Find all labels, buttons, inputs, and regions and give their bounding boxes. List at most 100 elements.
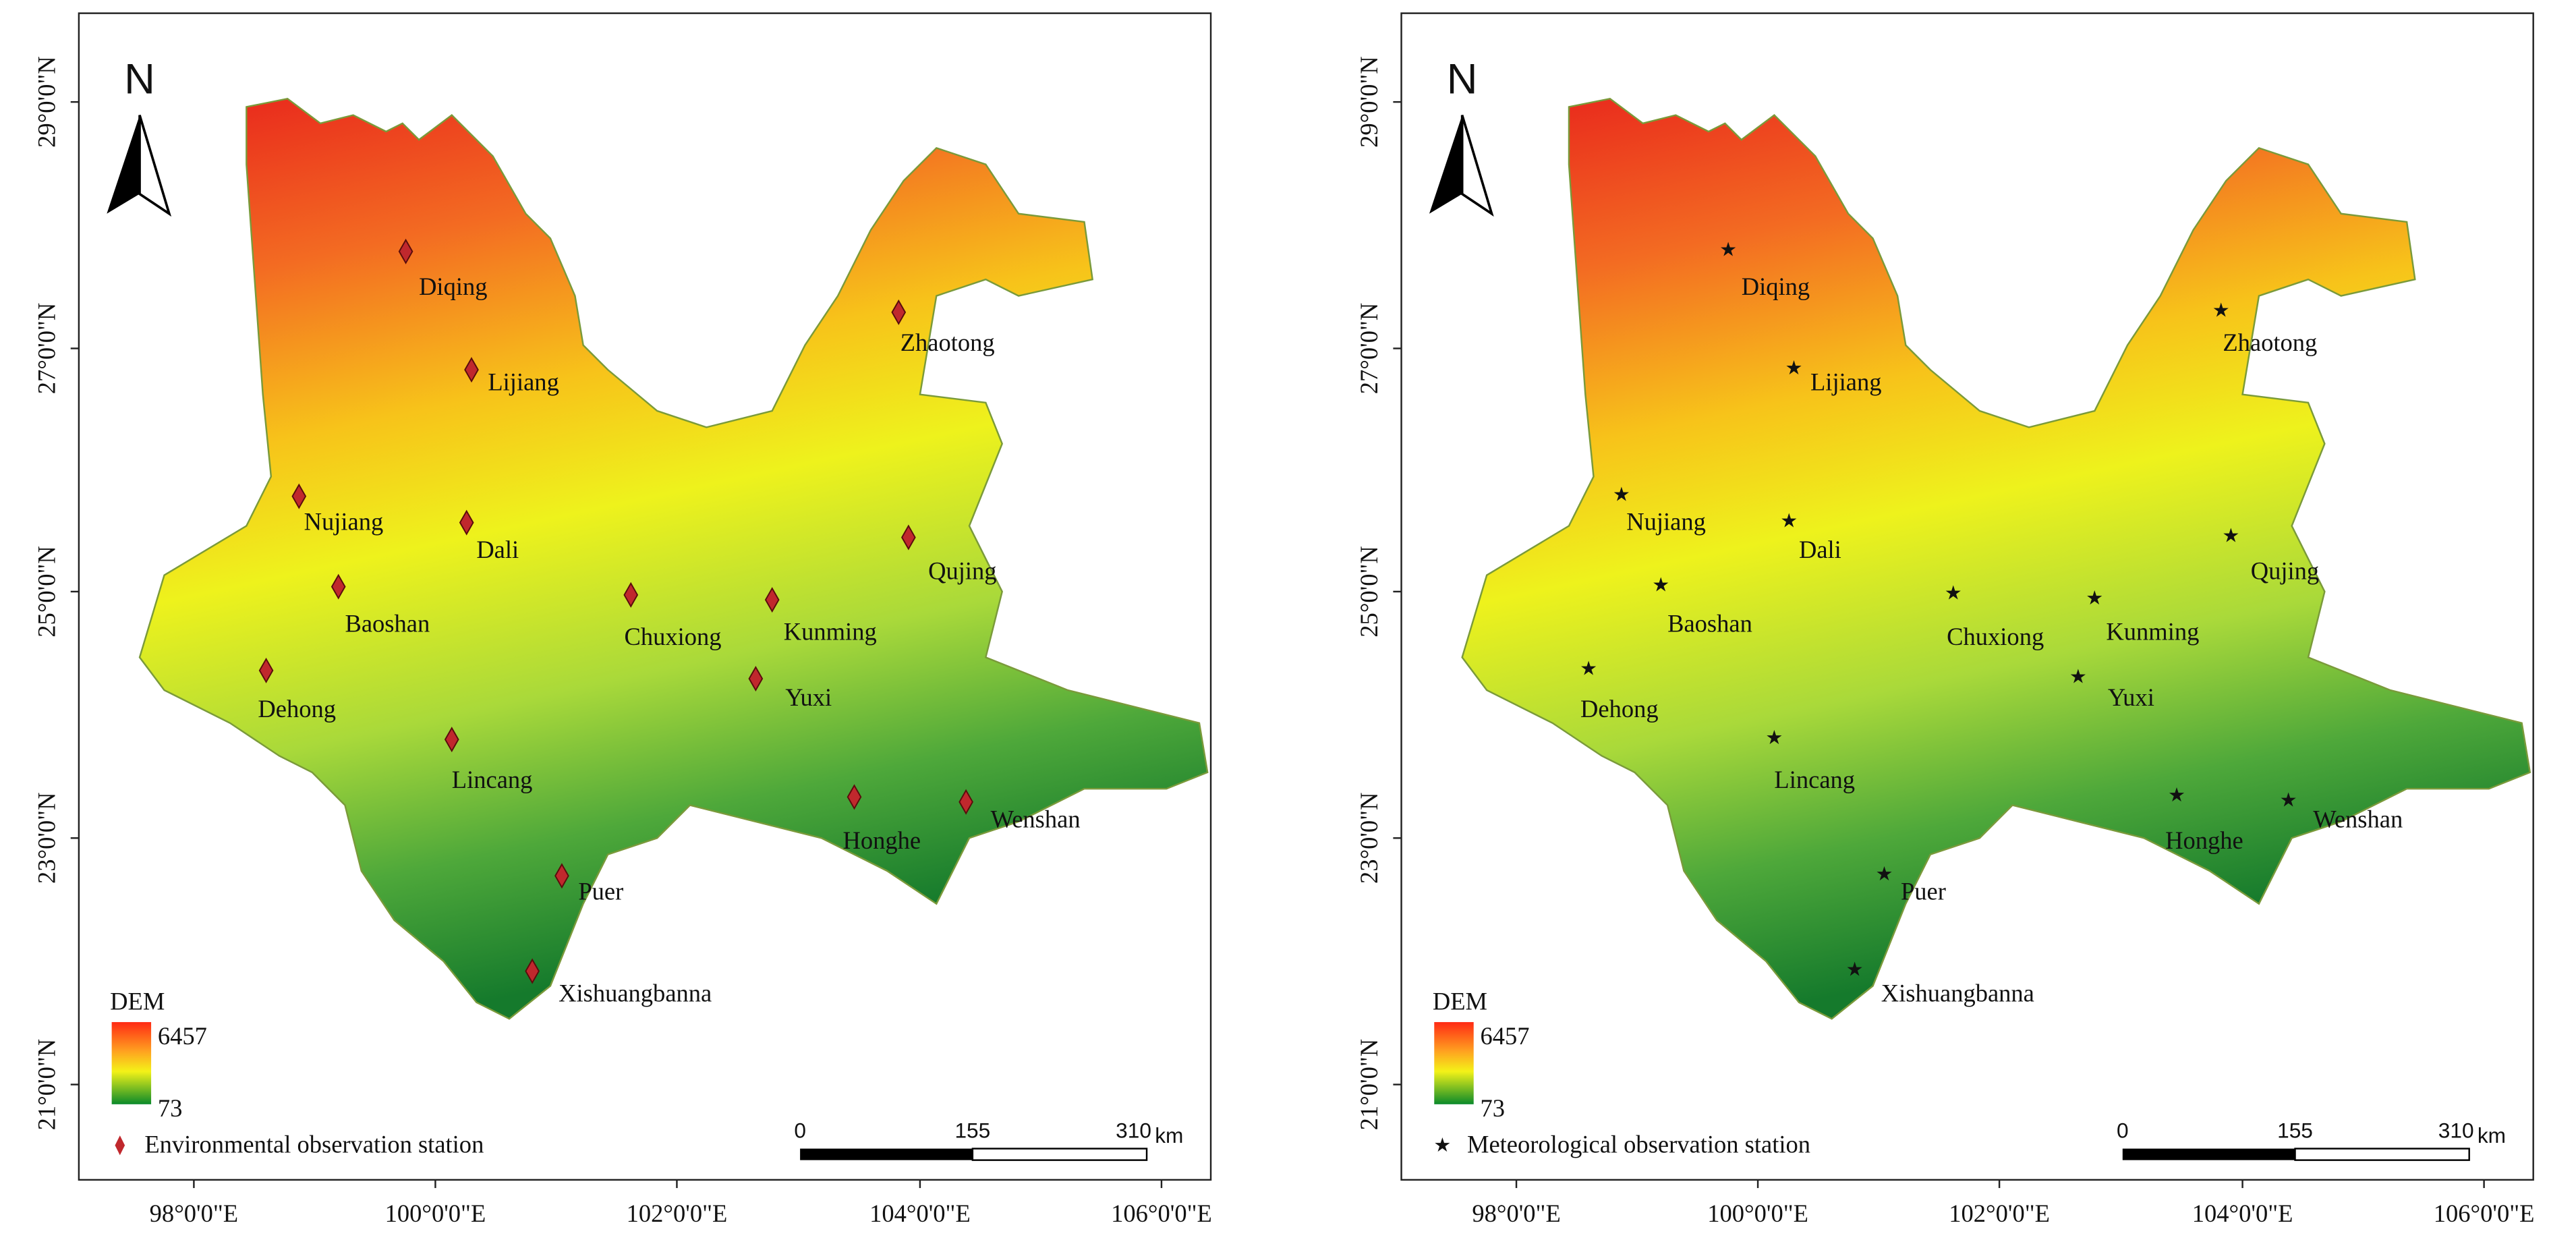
scale-bar-label: 0 (794, 1119, 806, 1143)
station-marker: ★ (1765, 727, 1783, 749)
station-marker: ★ (2168, 785, 2185, 806)
station-marker (891, 299, 907, 325)
lat-label: 21°0'0"N (1355, 1039, 1383, 1131)
lat-label: 21°0'0"N (32, 1039, 60, 1131)
scale-bar-label: 310 (2438, 1119, 2474, 1143)
lon-label: 106°0'0"E (1111, 1199, 1212, 1227)
legend-marker: ★ (1433, 1135, 1451, 1156)
lon-label: 98°0'0"E (1472, 1199, 1560, 1227)
station-legend: Meteorological observation station (1467, 1131, 1810, 1158)
station-label: Lincang (452, 766, 533, 793)
legend-title: DEM (1433, 988, 1487, 1015)
scale-bar-white (971, 1148, 1148, 1161)
province-dem (1461, 97, 2531, 1020)
lon-label: 98°0'0"E (150, 1199, 238, 1227)
lon-label: 104°0'0"E (869, 1199, 971, 1227)
station-marker (623, 582, 639, 608)
station-label: Yuxi (785, 683, 832, 711)
station-label: Chuxiong (625, 623, 722, 650)
station-label: Kunming (784, 618, 877, 646)
station-label: Zhaotong (900, 329, 995, 356)
station-label: Wenshan (991, 805, 1081, 832)
station-marker (764, 587, 780, 613)
legend-max: 6457 (158, 1022, 207, 1050)
station-label: Baoshan (1667, 609, 1752, 637)
station-marker (748, 666, 764, 692)
station-label: Diqing (1742, 273, 1810, 300)
station-marker: ★ (2086, 588, 2103, 609)
station-marker (459, 509, 474, 536)
lon-label: 100°0'0"E (1707, 1199, 1808, 1227)
province-dem (138, 97, 1209, 1020)
lon-label: 100°0'0"E (385, 1199, 486, 1227)
station-marker: ★ (1780, 510, 1798, 532)
station-label: Zhaotong (2223, 329, 2317, 356)
legend-color-bar (1434, 1022, 1474, 1104)
station-marker (847, 784, 862, 810)
station-label: Yuxi (2108, 683, 2154, 711)
station-marker (464, 357, 479, 383)
legend-min: 73 (1480, 1094, 1505, 1122)
station-marker: ★ (2212, 300, 2230, 322)
legend-marker (115, 1135, 125, 1156)
station-label: Nujiang (304, 507, 384, 535)
scale-bar-label: 0 (2117, 1119, 2129, 1143)
lat-label: 27°0'0"N (1355, 303, 1383, 395)
station-label: Chuxiong (1947, 623, 2044, 650)
station-label: Baoshan (345, 609, 430, 637)
station-label: Dali (1799, 536, 1841, 563)
station-label: Xishuangbanna (559, 979, 712, 1007)
lon-label: 102°0'0"E (1949, 1199, 2050, 1227)
station-label: Qujing (928, 557, 996, 585)
station-marker: ★ (1846, 959, 1864, 980)
lat-label: 23°0'0"N (1355, 793, 1383, 884)
station-marker (901, 524, 916, 550)
legend-max: 6457 (1480, 1022, 1529, 1050)
north-arrow-right (1460, 115, 1494, 217)
lat-label: 27°0'0"N (32, 303, 60, 395)
station-marker (291, 483, 307, 509)
station-marker: ★ (1613, 484, 1630, 505)
station-label: Xishuangbanna (1881, 979, 2034, 1007)
station-marker: ★ (1580, 658, 1597, 680)
north-label: N (124, 56, 155, 103)
station-label: Puer (1901, 877, 1946, 905)
station-marker: ★ (1945, 583, 1962, 604)
station-label: Honghe (842, 826, 921, 854)
station-marker (331, 573, 346, 600)
lat-label: 25°0'0"N (1355, 546, 1383, 638)
lat-label: 25°0'0"N (32, 546, 60, 638)
north-arrow-right (138, 115, 172, 217)
station-marker: ★ (2069, 667, 2087, 688)
station-label: Lijiang (1810, 368, 1881, 395)
lat-label: 29°0'0"N (32, 56, 60, 148)
legend-min: 73 (158, 1094, 183, 1122)
station-marker (444, 727, 459, 753)
station-label: Diqing (419, 273, 487, 300)
station-marker: ★ (2222, 525, 2239, 546)
station-marker (258, 657, 274, 683)
scale-bar-label: 310 (1116, 1119, 1151, 1143)
station-marker: ★ (1652, 574, 1669, 596)
station-label: Nujiang (1626, 507, 1706, 535)
station-marker: ★ (2280, 789, 2297, 811)
station-marker: ★ (1719, 239, 1737, 260)
lon-label: 104°0'0"E (2192, 1199, 2293, 1227)
station-label: Wenshan (2313, 805, 2403, 832)
station-label: Honghe (2165, 826, 2243, 854)
scale-bar-black (800, 1148, 973, 1160)
lon-label: 102°0'0"E (627, 1199, 728, 1227)
scale-bar-white (2294, 1148, 2470, 1161)
north-arrow-left (107, 115, 140, 214)
scale-bar-label: 155 (2277, 1119, 2313, 1143)
north-label: N (1447, 56, 1478, 103)
legend-title: DEM (110, 988, 165, 1015)
station-marker: ★ (1785, 358, 1803, 379)
station-label: Lijiang (488, 368, 559, 395)
station-label: Dehong (1580, 695, 1659, 723)
lat-label: 29°0'0"N (1355, 56, 1383, 148)
scale-bar-black (2122, 1148, 2295, 1160)
station-marker: ★ (1876, 864, 1893, 885)
station-label: Dehong (258, 695, 336, 723)
